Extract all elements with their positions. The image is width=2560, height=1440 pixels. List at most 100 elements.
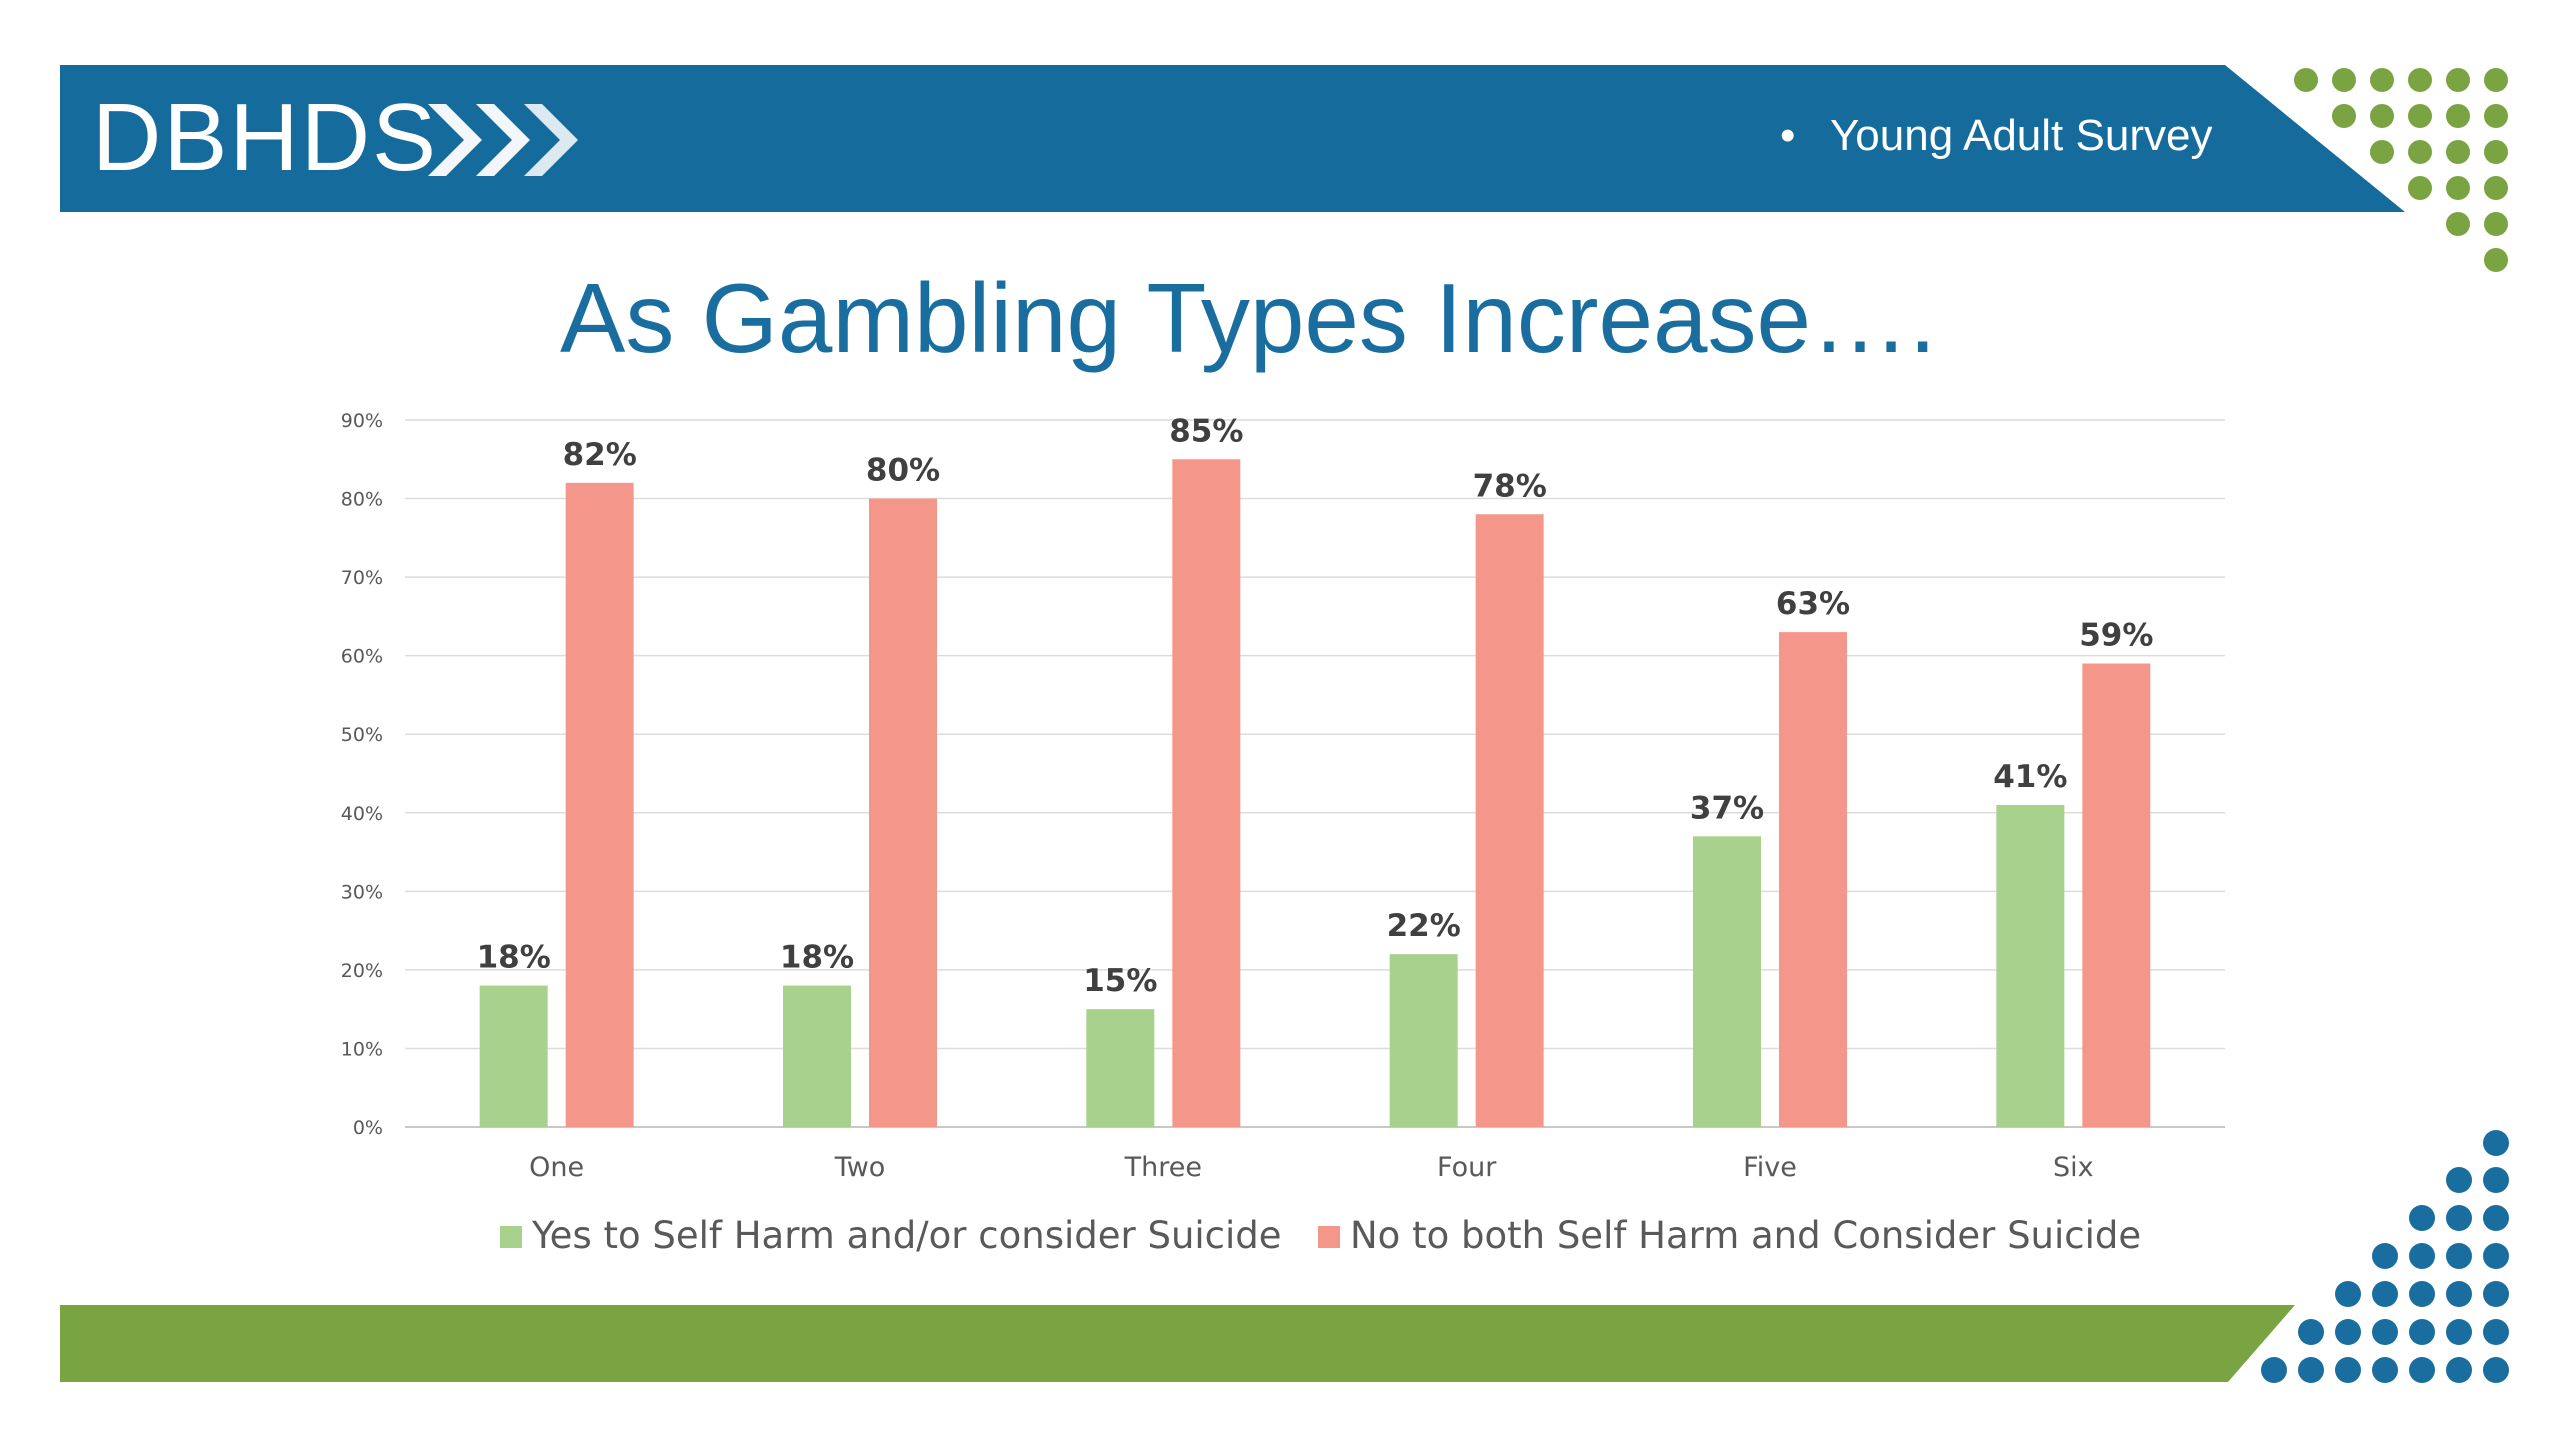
y-tick-label: 60% [341, 646, 383, 668]
bar [1172, 459, 1241, 1127]
y-tick-label: 0% [353, 1117, 383, 1139]
bar [1779, 632, 1847, 1127]
data-label: 85% [1169, 413, 1243, 449]
decor-dot [2446, 1205, 2472, 1231]
x-tick-label: Four [1437, 1152, 1497, 1183]
slide-title: As Gambling Types Increase…. [560, 263, 1937, 373]
decor-dot [2372, 1243, 2398, 1269]
decor-dot [2372, 1357, 2398, 1383]
decor-dot [2446, 176, 2470, 200]
x-tick-label: Five [1743, 1152, 1797, 1183]
decor-dot [2332, 104, 2356, 128]
decor-dot [2484, 248, 2508, 272]
decor-dot [2446, 1357, 2472, 1383]
decor-dot [2446, 68, 2470, 92]
decor-dot [2409, 1319, 2435, 1345]
y-tick-label: 90% [341, 410, 383, 432]
decor-dot [2335, 1281, 2361, 1307]
decor-dot [2294, 68, 2318, 92]
decor-dot [2446, 212, 2470, 236]
data-label: 59% [2079, 618, 2153, 654]
decor-dot [2409, 1205, 2435, 1231]
decor-dot [2483, 1281, 2509, 1307]
decor-dot [2446, 1319, 2472, 1345]
y-tick-label: 20% [341, 960, 383, 982]
bar [479, 985, 548, 1127]
decor-dot [2484, 176, 2508, 200]
bar [1475, 514, 1544, 1127]
decor-dot [2483, 1167, 2509, 1193]
y-tick-label: 10% [341, 1038, 383, 1060]
decor-dot [2446, 104, 2470, 128]
decor-dot [2446, 1167, 2472, 1193]
decor-dot [2370, 140, 2394, 164]
chevron-shape [524, 104, 578, 176]
decor-dot [2483, 1130, 2509, 1156]
decor-dot [2484, 212, 2508, 236]
logo-chevron-icon [428, 104, 578, 176]
decor-dot [2483, 1319, 2509, 1345]
decor-dot [2484, 140, 2508, 164]
decor-dot [2409, 1243, 2435, 1269]
chevron-shape [476, 104, 530, 176]
data-label: 22% [1387, 908, 1461, 944]
data-label: 18% [780, 940, 854, 976]
data-label: 82% [563, 437, 637, 473]
green-dot-pattern [2294, 68, 2508, 272]
legend-label: Yes to Self Harm and/or consider Suicide [531, 1214, 1282, 1257]
legend-swatch [1318, 1226, 1340, 1248]
decor-dot [2483, 1205, 2509, 1231]
x-tick-label: Six [2053, 1152, 2094, 1183]
decor-dot [2483, 1243, 2509, 1269]
decor-dot [2372, 1319, 2398, 1345]
chevron-shape [428, 104, 482, 176]
y-tick-label: 50% [341, 724, 383, 746]
bar [783, 985, 851, 1127]
bar [1693, 836, 1761, 1127]
decor-dot [2298, 1357, 2324, 1383]
footer-banner [60, 1305, 2295, 1382]
data-label: 80% [866, 453, 940, 489]
decor-dot [2446, 1243, 2472, 1269]
y-tick-label: 40% [341, 803, 383, 825]
decor-dot [2484, 104, 2508, 128]
bar [565, 482, 634, 1127]
decor-dot [2408, 104, 2432, 128]
legend-swatch [500, 1226, 522, 1248]
decor-dot [2408, 176, 2432, 200]
decor-dot [2335, 1319, 2361, 1345]
bar [1389, 954, 1458, 1127]
y-tick-label: 70% [341, 567, 383, 589]
decor-dot [2409, 1357, 2435, 1383]
decor-dot [2446, 1281, 2472, 1307]
blue-dot-pattern [2261, 1130, 2509, 1383]
decor-dot [2446, 140, 2470, 164]
bar [1086, 1009, 1155, 1127]
data-label: 63% [1776, 586, 1850, 622]
decor-dot [2370, 104, 2394, 128]
header-banner [60, 65, 2405, 212]
decor-dot [2261, 1357, 2287, 1383]
decor-dot [2332, 68, 2356, 92]
bar [2082, 663, 2151, 1127]
logo-text: DBHDS [92, 84, 439, 191]
decor-dot [2483, 1357, 2509, 1383]
data-label: 15% [1083, 963, 1157, 999]
decor-dot [2409, 1281, 2435, 1307]
decor-dot [2372, 1281, 2398, 1307]
decor-dot [2484, 68, 2508, 92]
y-tick-label: 80% [341, 489, 383, 511]
data-label: 41% [1993, 759, 2067, 795]
header-bullet: • [1780, 111, 1796, 160]
bar [1996, 804, 2065, 1127]
header-subtitle: Young Adult Survey [1830, 111, 2213, 160]
x-tick-label: One [529, 1152, 584, 1183]
decor-dot [2335, 1357, 2361, 1383]
y-tick-label: 30% [341, 881, 383, 903]
decor-dot [2408, 68, 2432, 92]
data-label: 18% [477, 940, 551, 976]
bar [869, 498, 937, 1127]
